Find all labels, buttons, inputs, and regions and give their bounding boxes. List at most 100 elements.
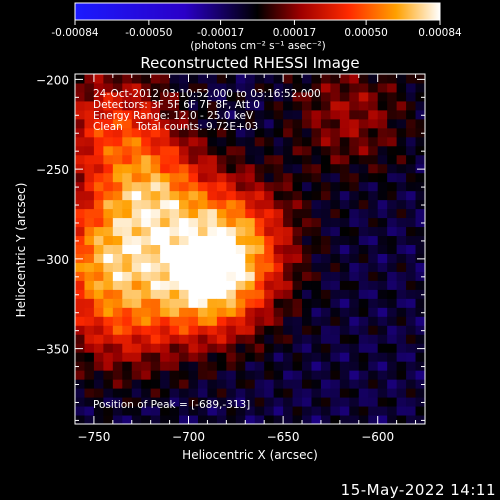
heatmap-cell [415, 379, 426, 389]
heatmap-cell [75, 82, 85, 93]
heatmap-cell [302, 406, 312, 416]
heatmap-cell [283, 91, 294, 102]
heatmap-cell [264, 172, 275, 183]
heatmap-cell [387, 352, 398, 362]
heatmap-cell [245, 280, 256, 290]
heatmap-cell [283, 74, 294, 84]
heatmap-cell [245, 118, 256, 129]
heatmap-cell [302, 91, 312, 102]
heatmap-cell [84, 217, 95, 228]
heatmap-cell [75, 397, 85, 407]
heatmap-cell [160, 74, 171, 84]
heatmap-cell [93, 289, 104, 299]
heatmap-cell [368, 100, 379, 111]
heatmap-cell [302, 307, 312, 317]
heatmap-cell [387, 316, 398, 326]
heatmap-cell [292, 253, 303, 263]
heatmap-cell [75, 217, 85, 228]
heatmap-cell [150, 82, 161, 93]
heatmap-cell [406, 217, 417, 228]
heatmap-cell [415, 289, 426, 299]
heatmap-cell [207, 109, 218, 120]
heatmap-cell [396, 136, 407, 147]
heatmap-cell [273, 172, 284, 183]
heatmap-cell [141, 244, 152, 254]
heatmap-cell [339, 199, 350, 210]
heatmap-cell [122, 226, 133, 237]
heatmap-cell [179, 361, 190, 371]
heatmap-cell [103, 100, 114, 111]
heatmap-cell [141, 397, 152, 407]
heatmap-cell [387, 190, 398, 201]
heatmap-cell [84, 415, 95, 425]
plot-frame [74, 73, 426, 425]
heatmap-cell [245, 262, 256, 272]
heatmap-cell [179, 415, 190, 425]
heatmap-cell [349, 406, 360, 416]
heatmap-cell [179, 109, 190, 120]
heatmap-cell [292, 379, 303, 389]
heatmap-cell [387, 127, 398, 138]
heatmap-cell [226, 118, 237, 129]
heatmap-cell [112, 307, 123, 317]
heatmap-cell [406, 235, 417, 246]
heatmap-cell [339, 154, 350, 165]
heatmap-cell [75, 226, 85, 237]
heatmap-cell [406, 361, 417, 371]
heatmap-cell [103, 397, 114, 407]
heatmap-cell [330, 334, 341, 344]
heatmap-cell [188, 397, 199, 407]
heatmap-cell [349, 262, 360, 272]
heatmap-cell [131, 262, 142, 272]
heatmap-cell [406, 388, 417, 398]
heatmap-cell [292, 388, 303, 398]
heatmap-cell [264, 370, 275, 380]
heatmap-cell [377, 172, 388, 183]
heatmap-cell [387, 325, 398, 335]
heatmap-cell [112, 262, 123, 272]
heatmap-cell [188, 406, 199, 416]
heatmap-cell [216, 118, 227, 129]
heatmap-cell [197, 91, 208, 102]
heatmap-cell [283, 82, 294, 93]
heatmap-cell [160, 181, 171, 192]
heatmap-cell [160, 136, 171, 147]
heatmap-cell [131, 235, 142, 246]
heatmap-cell [415, 253, 426, 263]
heatmap-cell [188, 244, 199, 254]
heatmap-cell [339, 136, 350, 147]
heatmap-cell [396, 307, 407, 317]
heatmap-cell [216, 172, 227, 183]
heatmap-cell [358, 172, 369, 183]
heatmap-cell [226, 397, 237, 407]
heatmap-cell [406, 100, 417, 111]
heatmap-cell [320, 91, 331, 102]
heatmap-cell [368, 289, 379, 299]
heatmap-cell [396, 127, 407, 138]
heatmap-cell [358, 181, 369, 192]
heatmap-cell [188, 163, 199, 174]
heatmap-cell [377, 74, 388, 84]
heatmap-cell [216, 109, 227, 120]
heatmap-cell [349, 253, 360, 263]
heatmap-cell [320, 289, 331, 299]
heatmap-cell [150, 163, 161, 174]
heatmap-cell [311, 370, 322, 380]
heatmap-cell [150, 370, 161, 380]
heatmap-cell [75, 262, 85, 272]
heatmap-cell [273, 118, 284, 129]
heatmap-cell [150, 406, 161, 416]
heatmap-cell [320, 298, 331, 308]
heatmap-cell [292, 325, 303, 335]
heatmap-cell [415, 118, 426, 129]
heatmap-cell [188, 208, 199, 219]
heatmap-cell [179, 262, 190, 272]
heatmap-cell [84, 307, 95, 317]
heatmap-cell [216, 343, 227, 353]
heatmap-cell [103, 370, 114, 380]
heatmap-cell [93, 352, 104, 362]
heatmap-cell [273, 379, 284, 389]
heatmap-cell [122, 262, 133, 272]
heatmap-cell [150, 91, 161, 102]
heatmap-cell [415, 127, 426, 138]
